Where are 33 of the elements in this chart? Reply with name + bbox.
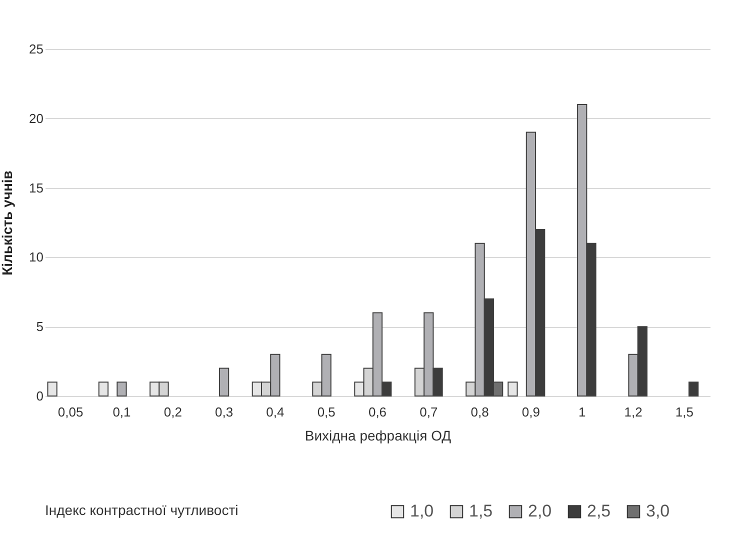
y-tick-label: 10 [29, 250, 44, 265]
x-tick-label: 0,1 [112, 404, 131, 420]
x-tick-label: 0,7 [420, 404, 438, 420]
legend-label: 3,0 [646, 502, 670, 521]
legend-label: 2,0 [528, 502, 552, 521]
x-tick-label: 0,2 [164, 404, 182, 420]
x-tick-label: 0,5 [317, 404, 336, 420]
legend-label: 1,0 [410, 502, 434, 521]
bar [47, 382, 58, 396]
x-tick-label: 0,3 [215, 404, 234, 420]
bar [116, 382, 127, 396]
legend-label: 2,5 [587, 502, 611, 521]
bar [508, 382, 518, 396]
bar [688, 382, 699, 396]
y-tick-label: 0 [36, 388, 44, 404]
x-tick-label: 0,9 [522, 404, 540, 420]
x-axis-title: Вихідна рефракція ОД [304, 428, 452, 444]
bar [218, 368, 230, 396]
x-tick-label: 0,8 [470, 404, 489, 420]
y-tick-label: 15 [29, 180, 44, 196]
y-tick-label: 20 [29, 110, 44, 126]
x-tick-label: 1,5 [675, 404, 694, 420]
x-tick-label: 1,2 [624, 404, 642, 420]
y-axis-title: Кількість учнів [0, 170, 16, 276]
legend-title: Індекс контрастної чутливості [45, 502, 238, 518]
y-tick-label: 25 [29, 42, 44, 56]
legend-label: 1,5 [469, 502, 493, 521]
x-tick-label: 1 [578, 404, 586, 420]
x-tick-label: 0,4 [266, 404, 284, 420]
y-tick-label: 5 [36, 319, 44, 334]
bar [98, 382, 109, 396]
x-tick-label: 0,05 [58, 404, 84, 420]
x-tick-label: 0,6 [368, 404, 387, 420]
